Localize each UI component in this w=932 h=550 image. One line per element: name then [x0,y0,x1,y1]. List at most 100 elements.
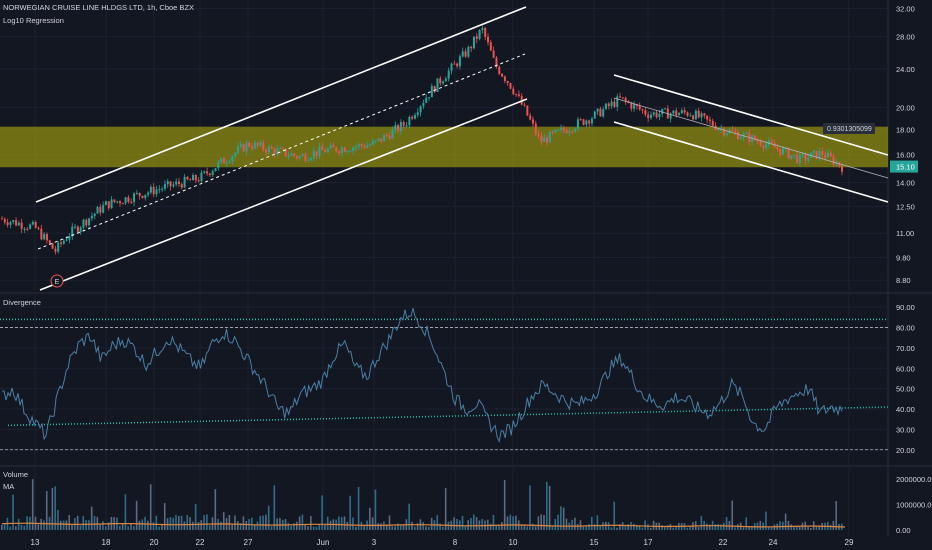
candle-body [180,184,183,188]
candle-body [287,155,290,157]
volume-bar [506,516,509,530]
volume-tick-label: 1000000.00 [896,500,932,509]
candle-body [495,57,498,67]
volume-bar [633,523,635,530]
volume-bar [17,518,20,530]
candle-body [725,133,728,136]
volume-bar [472,514,475,530]
candle-body [841,166,843,172]
candle-body [118,201,121,204]
volume-bar [149,484,152,530]
x-tick-label: 29 [845,538,854,547]
candle-body [242,144,245,152]
osc-tick-label: 90.00 [896,303,915,312]
candle-body [324,149,327,153]
candle-body [661,108,664,114]
volume-bar [548,485,551,530]
volume-bar [360,521,363,530]
candle-body [439,78,442,84]
volume-bar [312,526,315,530]
x-tick-label: 22 [719,538,728,547]
candle-body [388,135,391,139]
volume-bar [357,486,360,530]
volume-bar [194,504,197,530]
candle-body [498,66,501,74]
candle-body [433,86,436,92]
candle-body [363,146,366,148]
candle-body [141,195,144,198]
candle-body [321,146,324,150]
volume-bar [416,523,419,530]
candle-body [54,248,57,252]
volume-bar [770,527,773,530]
candle-body [571,131,574,133]
candle-body [787,147,790,159]
candle-body [57,242,60,252]
regression-channels[interactable]: 0.9301305099 E [35,6,889,291]
volume-bar [135,500,138,530]
candle-body [422,102,425,107]
candle-body [68,236,71,240]
divergence-line [2,308,843,444]
volume-bar [489,523,492,530]
candle-body [225,162,228,164]
x-tick-label: 15 [590,538,599,547]
price-tick-label: 9.80 [896,254,911,263]
volume-bar [287,522,290,530]
candle-body [734,130,737,132]
candle-body [186,176,189,180]
candle-body [374,140,377,142]
volume-bar [208,525,211,530]
volume-bar [751,525,753,530]
candle-body [624,97,627,102]
candle-body [467,46,470,57]
volume-bar [203,515,205,530]
volume-bar [796,525,798,530]
candle-body [619,96,622,98]
candle-body [234,152,237,157]
candle-body [641,109,644,111]
candle-body [419,106,422,113]
volume-bar [599,525,601,530]
volume-bar [85,520,87,530]
volume-bar [371,517,374,530]
volume-bar [315,526,318,530]
candle-body [26,228,29,230]
candle-body [523,104,526,106]
volume-bar [391,526,394,530]
candle-body [776,147,779,150]
candle-body [9,222,12,225]
osc-tick-label: 60.00 [896,364,915,373]
candle-body [90,215,93,219]
candle-body [756,140,759,142]
earnings-event-marker [50,274,64,288]
volume-bar [425,526,427,530]
volume-bar [523,524,526,530]
volume-bar [141,519,144,530]
candle-body [262,142,265,150]
candle-body [557,129,560,131]
volume-bar [79,525,82,530]
volume-bar [206,514,208,530]
candle-body [121,203,124,205]
candle-body [826,152,829,158]
candle-body [110,199,113,209]
candle-body [62,240,65,244]
candle-body [723,128,726,136]
candle-body [647,114,650,119]
candle-body [329,144,332,149]
volume-bar [700,516,703,530]
volume-bar [295,521,298,530]
candle-body [96,206,99,214]
candle-body [197,180,200,182]
volume-bar [290,525,292,530]
candle-body [731,129,734,131]
candle-body [203,171,206,173]
volume-bar [624,525,627,530]
volume-bar [9,526,12,530]
candle-body [251,146,254,149]
volume-bar [467,520,469,530]
candle-body [703,113,706,116]
volume-bar [627,524,630,530]
